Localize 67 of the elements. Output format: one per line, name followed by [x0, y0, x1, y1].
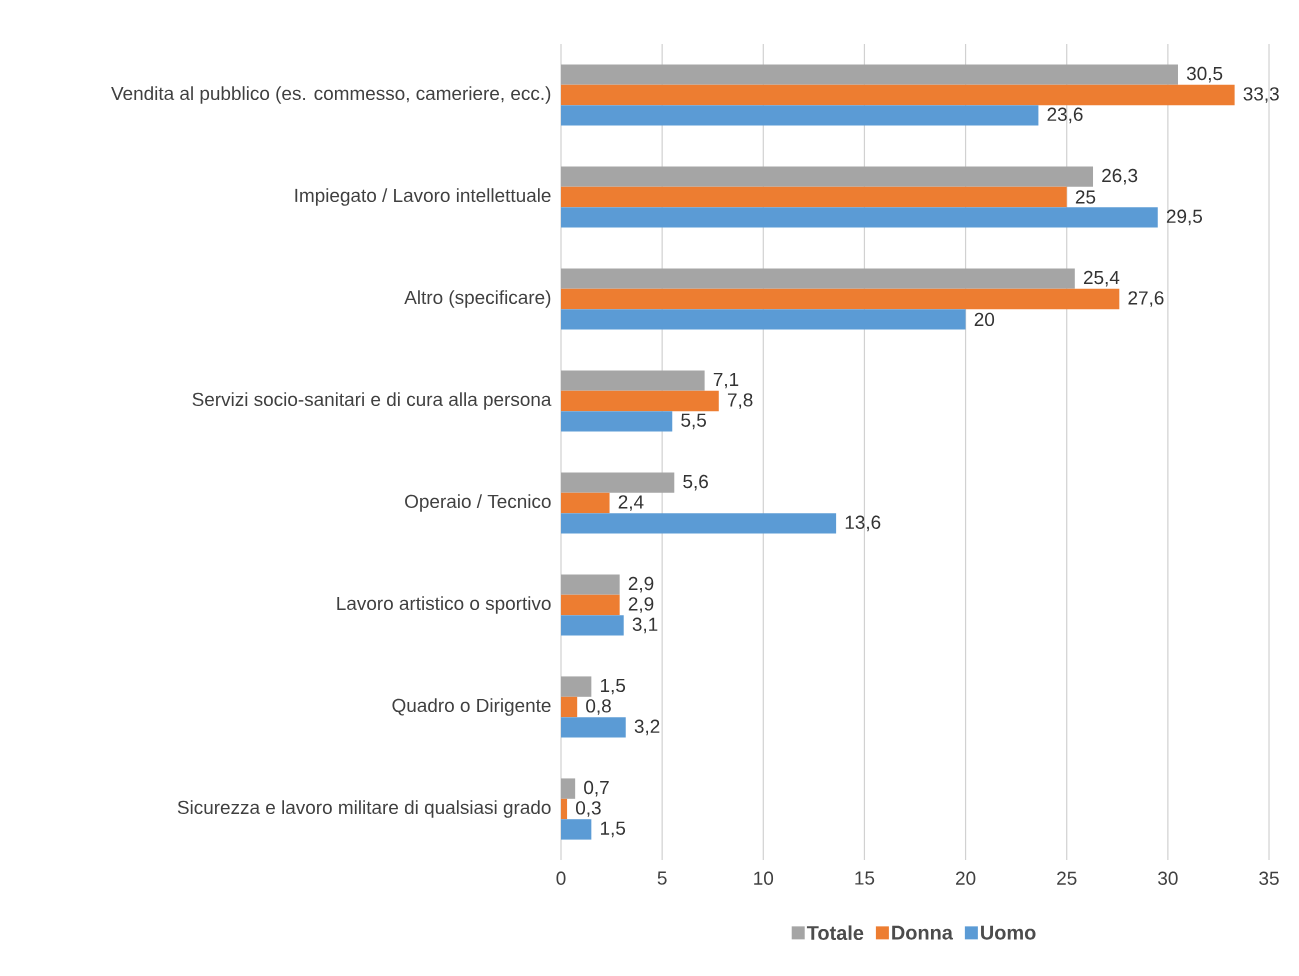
bar [561, 84, 1235, 106]
data-label: 5,6 [683, 474, 708, 491]
bar [561, 370, 705, 391]
x-tick-label: 15 [855, 871, 875, 885]
x-tick-label: 5 [657, 871, 667, 885]
y-tick-label: Sicurezza e lavoro militare di qualsiasi grado [177, 800, 551, 818]
data-label: 2,4 [618, 495, 644, 511]
data-label: 5,5 [681, 413, 706, 430]
y-tick-label: Altro (specificare) [404, 290, 551, 308]
bar [561, 778, 576, 799]
bar [561, 615, 624, 636]
bar [561, 64, 1178, 85]
y-tick-label: Lavoro artistico o sportivo [337, 596, 551, 614]
data-label: 7,1 [713, 372, 739, 389]
data-label: 1,5 [600, 678, 626, 695]
data-label: 2,9 [628, 576, 654, 593]
data-label: 30,5 [1186, 66, 1223, 83]
y-tick-label: Impiegato / Lavoro intellettuale [295, 188, 551, 206]
x-tick-label: 20 [956, 871, 976, 885]
data-label: 25 [1075, 190, 1096, 204]
bar [561, 268, 1075, 289]
data-label: 23,6 [1047, 107, 1083, 124]
legend-label: Totale [806, 925, 864, 941]
bar [561, 390, 719, 412]
y-tick-label: Vendita al pubblico (es. commesso, cameriere, ecc.) [111, 86, 551, 104]
bar [561, 166, 1094, 187]
bar [561, 513, 837, 534]
bar [561, 717, 626, 738]
bar [561, 105, 1039, 126]
x-tick-label: 30 [1158, 871, 1178, 885]
bar [561, 574, 620, 595]
bar [561, 186, 1067, 208]
data-label: 27,6 [1128, 291, 1164, 307]
data-label: 33,3 [1243, 87, 1279, 103]
bar [561, 411, 673, 432]
bar [561, 819, 592, 840]
data-label: 3,1 [632, 617, 658, 634]
bar [561, 472, 675, 493]
data-label: 7,8 [727, 393, 753, 409]
data-label: 20 [974, 312, 995, 327]
bar [561, 492, 610, 514]
data-label: 0,3 [576, 801, 601, 817]
data-label: 13,6 [845, 515, 881, 532]
x-tick-label: 35 [1259, 871, 1279, 885]
y-tick-label: Quadro o Dirigente [392, 698, 551, 716]
data-label: 29,5 [1166, 209, 1202, 226]
legend-label: Uomo [981, 925, 1036, 940]
data-label: 1,5 [600, 821, 626, 838]
data-label: 26,3 [1102, 168, 1138, 185]
bar [561, 798, 568, 820]
data-label: 0,7 [584, 780, 609, 797]
data-label: 25,4 [1083, 270, 1120, 287]
y-tick-label: Servizi socio-sanitari e di cura alla persona [192, 392, 552, 410]
x-tick-label: 10 [754, 871, 774, 885]
data-label: 0,8 [586, 699, 611, 715]
bar [561, 288, 1120, 310]
bar [561, 309, 966, 330]
y-tick-label: Operaio / Tecnico [405, 494, 551, 512]
bar [561, 207, 1158, 228]
bar [561, 676, 592, 697]
data-label: 3,2 [634, 719, 660, 736]
bar [561, 594, 620, 616]
data-label: 2,9 [628, 597, 654, 613]
legend-label: Donna [892, 925, 953, 940]
bar [561, 696, 578, 718]
x-tick-label: 25 [1057, 871, 1077, 885]
x-tick-label: 0 [556, 871, 566, 885]
